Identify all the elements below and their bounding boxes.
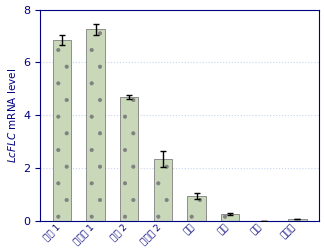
- Bar: [187, 196, 206, 221]
- Bar: [154, 159, 172, 221]
- Bar: [120, 97, 138, 221]
- Y-axis label: $\it{LcFLC}$ mRNA level: $\it{LcFLC}$ mRNA level: [6, 68, 18, 163]
- Bar: [86, 29, 105, 221]
- Bar: [53, 40, 71, 221]
- Bar: [288, 219, 307, 221]
- Bar: [221, 214, 240, 221]
